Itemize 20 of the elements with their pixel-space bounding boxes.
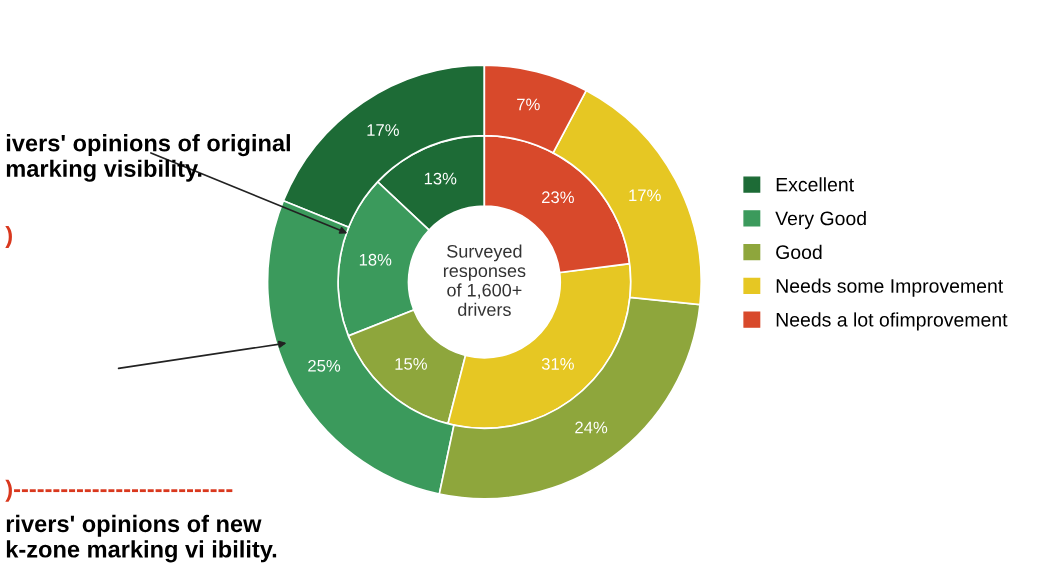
data-label: 18%: [359, 253, 392, 266]
text: rivers' opinions of new k-zone marking vi ibility.: [6, 514, 277, 563]
data-label: 25%: [308, 359, 341, 372]
data-label: 17%: [629, 189, 661, 202]
data-label: 17%: [367, 124, 399, 136]
legend-label: Excellent: [776, 177, 854, 192]
legend-label: Very Good: [775, 211, 866, 230]
text: ): [5, 225, 12, 248]
data-label: 23%: [542, 191, 574, 204]
data-label: 7%: [517, 98, 540, 111]
legend-label: Needs some Improvement: [776, 278, 1004, 297]
legend-label: Good: [776, 244, 822, 260]
data-label: 13%: [424, 172, 457, 185]
legend-label: Needs a lot ofimprovement: [776, 312, 1008, 331]
data-label: 24%: [575, 421, 608, 434]
data-label: 31%: [541, 358, 574, 370]
data-label: 15%: [395, 358, 427, 370]
text: Surveyed responses of 1,600+ drivers: [443, 244, 526, 317]
text: )----------------------------: [5, 479, 233, 502]
text: ivers' opinions of original marking visibility.: [6, 134, 290, 182]
